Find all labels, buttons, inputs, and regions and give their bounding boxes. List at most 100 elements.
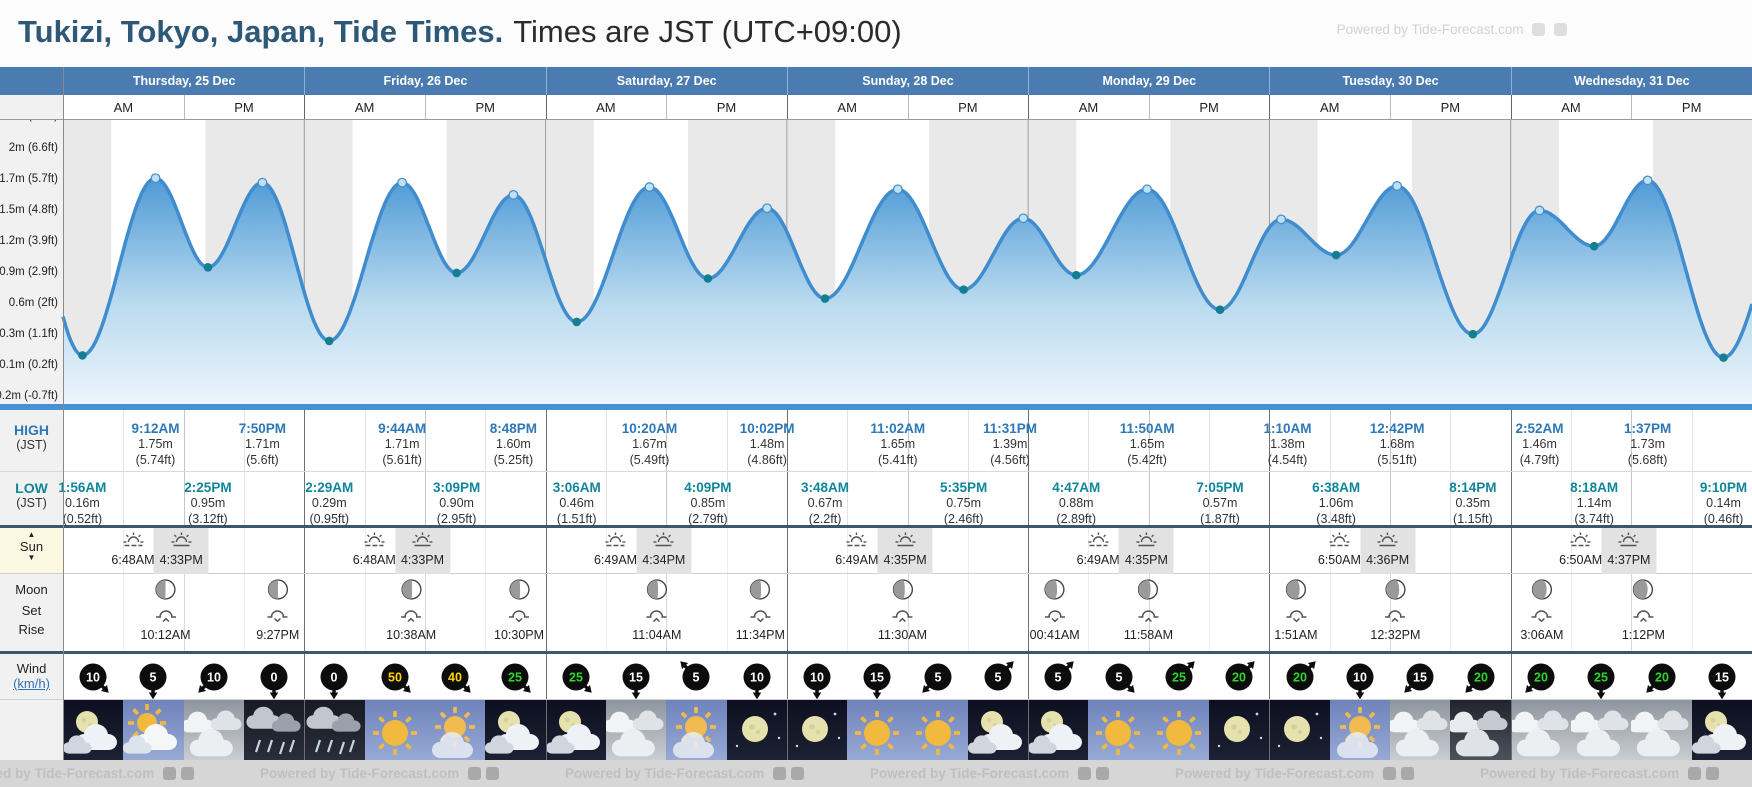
watermark-badge-icon bbox=[773, 767, 787, 780]
high-tide-entry: 8:48PM 1.60m (5.25ft) bbox=[489, 421, 538, 467]
weather-icon-sun-haze bbox=[1329, 700, 1391, 760]
moon-phase-icon bbox=[508, 579, 530, 600]
svg-text:20: 20 bbox=[1534, 671, 1548, 685]
svg-text:20: 20 bbox=[1474, 671, 1488, 685]
weather-icon-sunny bbox=[1148, 700, 1210, 760]
watermark-badge-icon bbox=[1688, 767, 1702, 780]
moon-set-entry: 3:06AM bbox=[1520, 578, 1563, 642]
high-tide-entry: 10:02PM 1.48m (4.86ft) bbox=[739, 421, 795, 467]
svg-text:5: 5 bbox=[1115, 671, 1122, 685]
moon-rise-entry: 10:38AM bbox=[386, 578, 436, 642]
sunset-icon bbox=[1618, 532, 1639, 547]
wind-pin: 10 bbox=[73, 654, 113, 705]
weather-icon-overcast bbox=[1631, 700, 1693, 760]
wind-arrow-icon: 5 bbox=[921, 663, 952, 693]
moon-phase-icon bbox=[646, 579, 667, 600]
sunset-entry: 4:35PM bbox=[1118, 528, 1174, 574]
wind-arrow-icon: 10 bbox=[803, 663, 831, 700]
row-label-moon: Moon Set Rise bbox=[0, 574, 63, 654]
sunrise-icon bbox=[1088, 532, 1109, 547]
moon-set-icon bbox=[509, 610, 530, 623]
moon-set-icon bbox=[1285, 610, 1306, 623]
moon-set-icon bbox=[750, 610, 771, 623]
weather-icon-clear-night bbox=[786, 700, 848, 760]
svg-text:5: 5 bbox=[693, 671, 700, 685]
low-tide-entry: 7:05PM 0.57m (1.87ft) bbox=[1196, 480, 1244, 526]
low-tide-entry: 9:10PM 0.14m (0.46ft) bbox=[1699, 480, 1748, 526]
watermark-top: Powered by Tide-Forecast.com bbox=[1337, 22, 1567, 37]
sunrise-icon bbox=[364, 532, 385, 547]
weather-icon-overcast-dark bbox=[1450, 700, 1512, 760]
weather-icon-rain bbox=[304, 700, 366, 760]
wind-arrow-icon: 25 bbox=[501, 663, 532, 693]
day-header: Sunday, 28 Dec bbox=[786, 67, 1029, 95]
wind-arrow-icon: 5 bbox=[680, 661, 710, 691]
watermark-badge-icon bbox=[1383, 767, 1397, 780]
pm-header: PM bbox=[1148, 95, 1270, 120]
sunset-icon bbox=[412, 532, 433, 547]
high-tide-entry: 10:20AM 1.67m (5.49ft) bbox=[621, 421, 678, 467]
sunset-icon bbox=[171, 532, 192, 547]
sunrise-entry: 6:48AM bbox=[347, 528, 402, 574]
y-axis-tick: 0.6m (2ft) bbox=[8, 297, 58, 309]
weather-icon-sunny bbox=[1088, 700, 1150, 760]
moon-rise-entry: 11:58AM bbox=[1124, 578, 1173, 642]
pm-header: PM bbox=[907, 95, 1029, 120]
wind-pin: 25 bbox=[556, 654, 596, 705]
wind-arrow-icon: 0 bbox=[260, 663, 288, 700]
moon-rise-entry: 11:30AM bbox=[878, 578, 927, 642]
weather-icon-overcast bbox=[183, 700, 245, 760]
watermark-badge-icon bbox=[1078, 767, 1092, 780]
weather-icon-overcast bbox=[1390, 700, 1451, 760]
low-tide-entry: 8:14PM 0.35m (1.15ft) bbox=[1449, 480, 1497, 526]
svg-text:50: 50 bbox=[388, 671, 402, 685]
wind-pin: 5 bbox=[1099, 654, 1139, 705]
sunrise-icon bbox=[122, 532, 143, 547]
high-tide-entry: 9:44AM 1.71m (5.61ft) bbox=[378, 421, 427, 467]
wind-arrow-icon: 25 bbox=[1587, 663, 1615, 700]
sunrise-icon bbox=[605, 532, 626, 547]
weather-icon-rain bbox=[243, 700, 305, 760]
wind-arrow-icon: 15 bbox=[863, 663, 891, 700]
wind-pin: 10 bbox=[797, 654, 837, 705]
pm-header: PM bbox=[183, 95, 305, 120]
watermark-badge-icon bbox=[1401, 767, 1415, 780]
watermark-badge-icon bbox=[181, 767, 195, 780]
tide-curve-chart bbox=[0, 120, 1752, 410]
low-tide-entry: 3:48AM 0.67m (2.2ft) bbox=[801, 480, 850, 526]
high-tide-entry: 1:10AM 1.38m (4.54ft) bbox=[1263, 421, 1312, 467]
day-header: Saturday, 27 Dec bbox=[545, 67, 787, 95]
wind-unit-link[interactable]: (km/h) bbox=[13, 676, 50, 691]
wind-arrow-icon: 20 bbox=[1225, 661, 1255, 691]
svg-text:5: 5 bbox=[150, 671, 157, 685]
am-header: AM bbox=[1028, 95, 1149, 120]
sunrise-entry: 6:50AM bbox=[1553, 528, 1608, 574]
svg-text:15: 15 bbox=[629, 671, 643, 685]
wind-arrow-icon: 5 bbox=[1044, 661, 1074, 691]
page-subtitle: Times are JST (UTC+09:00) bbox=[513, 14, 902, 49]
sunrise-entry: 6:48AM bbox=[105, 528, 160, 574]
wind-arrow-icon: 20 bbox=[1525, 663, 1555, 693]
moon-phase-icon bbox=[401, 579, 422, 600]
day-header: Friday, 26 Dec bbox=[304, 67, 546, 95]
wind-pin: 25 bbox=[1159, 654, 1199, 705]
watermark-text: Powered by Tide-Forecast.com bbox=[1336, 22, 1524, 37]
sun-collapse-down-icon[interactable]: ▼ bbox=[27, 553, 36, 562]
sunset-entry: 4:33PM bbox=[153, 528, 209, 574]
wind-arrow-icon: 5 bbox=[1105, 663, 1135, 693]
wind-pin: 20 bbox=[1642, 654, 1682, 705]
sunset-entry: 4:36PM bbox=[1360, 528, 1416, 574]
watermark-badge-icon bbox=[1706, 767, 1720, 780]
svg-text:40: 40 bbox=[448, 671, 462, 685]
wind-pin: 0 bbox=[314, 654, 354, 705]
wind-arrow-icon: 10 bbox=[198, 663, 228, 693]
watermark-text: Powered by Tide-Forecast.com bbox=[565, 766, 805, 781]
wind-pin: 15 bbox=[1702, 654, 1742, 705]
wind-arrow-icon: 50 bbox=[381, 663, 411, 693]
am-header: AM bbox=[304, 95, 425, 120]
svg-text:15: 15 bbox=[870, 671, 884, 685]
sun-expand-up-icon[interactable]: ▲ bbox=[27, 530, 36, 539]
moon-rise-icon bbox=[1138, 610, 1159, 623]
weather-icon-clear-night bbox=[1209, 700, 1270, 760]
moon-phase-icon bbox=[892, 579, 913, 600]
